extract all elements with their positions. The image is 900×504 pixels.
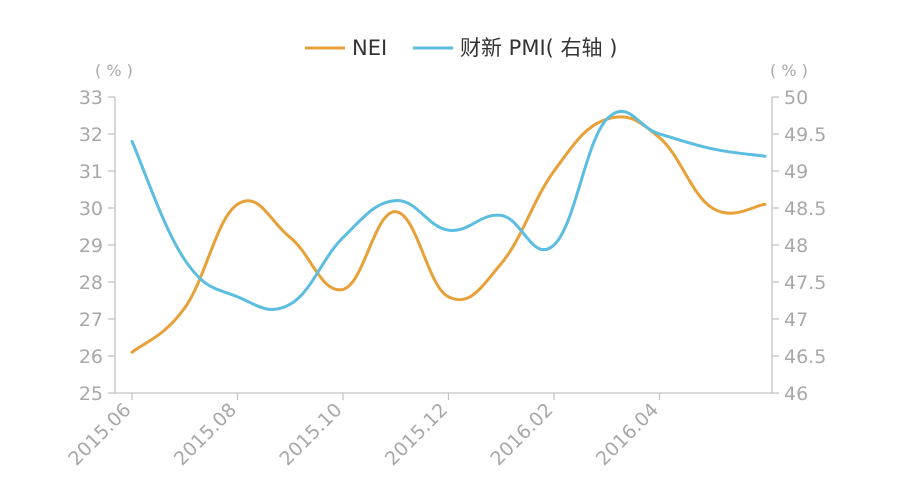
right-y-tick-label: 46	[784, 383, 808, 405]
series-layer	[130, 109, 767, 354]
left-y-tick-label: 27	[79, 309, 103, 331]
left-y-tick-label: 33	[79, 87, 103, 109]
left-y-tick-label: 30	[79, 198, 103, 220]
x-tick-label: 2015.12	[381, 399, 452, 470]
left-y-tick-label: 29	[79, 235, 103, 257]
pmi-series-line	[130, 109, 767, 311]
nei-series-line	[130, 115, 767, 354]
left-axis-unit: ( % )	[95, 61, 133, 80]
left-y-tick-label: 26	[79, 346, 103, 368]
legend-pmi-label: 财新 PMI( 右轴 )	[460, 36, 617, 60]
right-axis-unit: ( % )	[770, 61, 808, 80]
x-tick-label: 2016.02	[486, 399, 557, 470]
x-tick-label: 2015.08	[170, 399, 241, 470]
left-y-tick-label: 28	[79, 272, 103, 294]
right-y-tick-label: 47	[784, 309, 808, 331]
x-tick-label: 2015.06	[64, 399, 135, 470]
x-tick-label: 2015.10	[275, 399, 346, 470]
left-y-tick-label: 25	[79, 383, 103, 405]
right-y-tick-label: 49.5	[784, 124, 826, 146]
left-y-tick-label: 32	[79, 124, 103, 146]
x-tick-label: 2016.04	[592, 399, 663, 470]
right-y-tick-label: 50	[784, 87, 808, 109]
left-y-tick-label: 31	[79, 161, 103, 183]
axes: 25 26 27 28 29 30 31 32 33 46 46.5 47 47.5 48 48.5 49 49…	[64, 87, 826, 470]
right-y-tick-label: 48	[784, 235, 808, 257]
legend-nei-label: NEI	[352, 36, 387, 60]
right-y-tick-label: 49	[784, 161, 808, 183]
right-y-tick-label: 46.5	[784, 346, 826, 368]
right-y-tick-label: 48.5	[784, 198, 826, 220]
legend: NEI 财新 PMI( 右轴 )	[305, 36, 617, 60]
right-y-tick-label: 47.5	[784, 272, 826, 294]
